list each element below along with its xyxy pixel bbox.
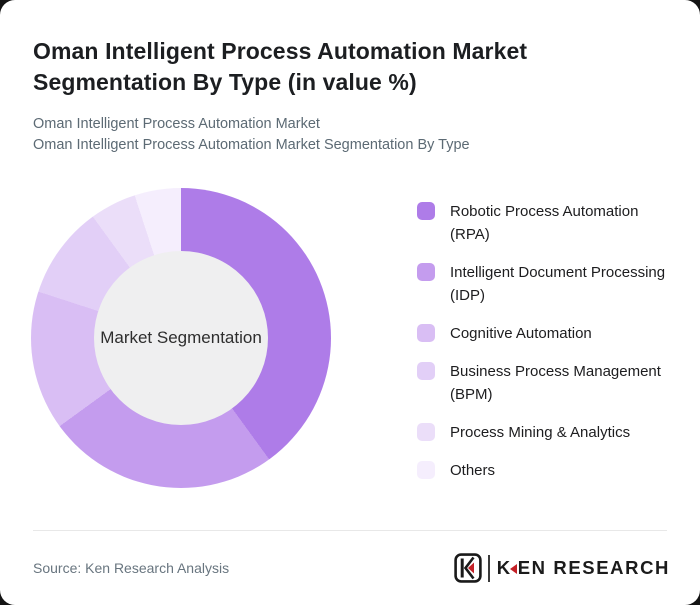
logo-red-triangle-icon xyxy=(509,563,517,574)
ken-research-logo: K EN RESEARCH xyxy=(454,553,670,583)
chart-area: Market Segmentation Robotic Process Auto… xyxy=(0,188,700,497)
legend-item: Others xyxy=(417,459,667,482)
logo-wordmark-k: K xyxy=(496,557,512,578)
legend-item: Business Process Management (BPM) xyxy=(417,360,667,406)
chart-subtitle-line-2: Oman Intelligent Process Automation Mark… xyxy=(33,137,470,153)
donut-chart: Market Segmentation xyxy=(31,188,331,488)
legend-label: Robotic Process Automation (RPA) xyxy=(450,203,639,243)
legend-item: Intelligent Document Processing (IDP) xyxy=(417,261,667,307)
chart-subtitle-line-1: Oman Intelligent Process Automation Mark… xyxy=(33,116,320,132)
chart-title: Oman Intelligent Process Automation Mark… xyxy=(33,38,528,95)
legend-label: Cognitive Automation xyxy=(450,325,592,342)
legend-item: Process Mining & Analytics xyxy=(417,421,667,444)
legend-label: Process Mining & Analytics xyxy=(450,424,631,441)
legend-item: Robotic Process Automation (RPA) xyxy=(417,200,667,246)
logo-wordmark-rest: EN RESEARCH xyxy=(517,557,670,578)
legend-item: Cognitive Automation xyxy=(417,322,667,345)
legend-label: Intelligent Document Processing (IDP) xyxy=(450,264,666,304)
legend-swatch-icon xyxy=(417,324,435,342)
legend-swatch-icon xyxy=(417,202,435,220)
donut-center: Market Segmentation xyxy=(94,251,268,425)
legend-swatch-icon xyxy=(417,461,435,479)
chart-header: Oman Intelligent Process Automation Mark… xyxy=(0,0,700,156)
footer: Source: Ken Research Analysis K EN RESEA… xyxy=(0,553,700,583)
footer-divider xyxy=(33,530,667,531)
ken-research-monogram-icon xyxy=(454,553,482,583)
source-text: Source: Ken Research Analysis xyxy=(33,560,230,576)
chart-legend: Robotic Process Automation (RPA) Intelli… xyxy=(417,200,667,497)
chart-subtitle: Oman Intelligent Process Automation Mark… xyxy=(33,114,667,156)
logo-separator xyxy=(487,554,490,582)
legend-swatch-icon xyxy=(417,423,435,441)
legend-swatch-icon xyxy=(417,362,435,380)
legend-label: Business Process Management (BPM) xyxy=(450,363,661,403)
donut-center-label: Market Segmentation xyxy=(100,328,262,347)
legend-swatch-icon xyxy=(417,263,435,281)
logo-wordmark: K EN RESEARCH xyxy=(497,557,670,579)
legend-label: Others xyxy=(450,462,496,479)
